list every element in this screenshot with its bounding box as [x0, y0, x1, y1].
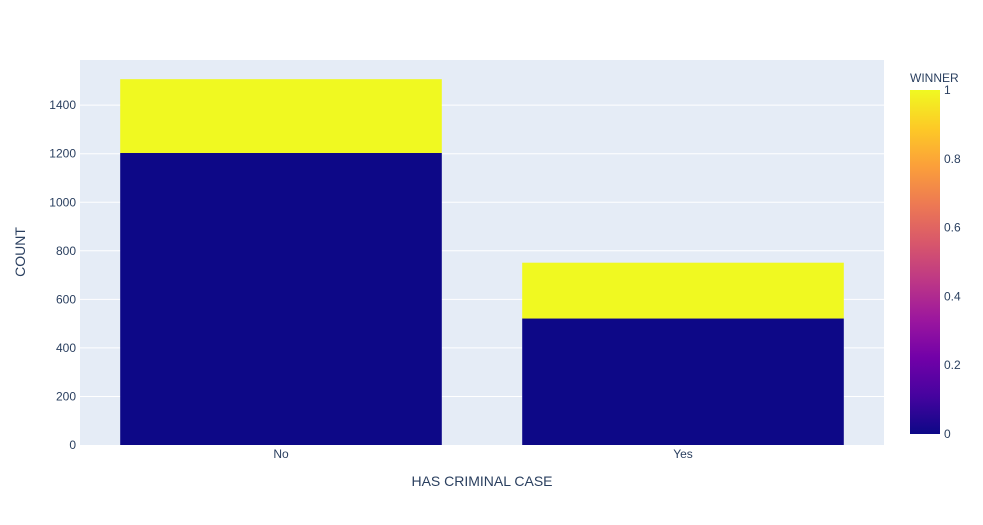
- y-axis-title: COUNT: [12, 227, 28, 277]
- colorbar-title: WINNER: [910, 71, 959, 85]
- y-tick-label: 1200: [49, 147, 76, 161]
- bar-no-winner-1[interactable]: [120, 79, 442, 153]
- y-tick-label: 800: [56, 244, 76, 258]
- colorbar-tick-label: 0.2: [944, 358, 961, 372]
- y-tick-label: 600: [56, 292, 76, 306]
- x-axis-ticks: No Yes: [273, 447, 692, 461]
- colorbar-ticks: 0 0.2 0.4 0.6 0.8 1: [944, 83, 961, 441]
- x-tick-label: No: [273, 447, 289, 461]
- bars: [120, 79, 844, 445]
- y-tick-label: 200: [56, 389, 76, 403]
- colorbar-tick-label: 0: [944, 427, 951, 441]
- colorbar-gradient: [910, 90, 940, 434]
- y-tick-label: 1000: [49, 195, 76, 209]
- y-tick-label: 400: [56, 341, 76, 355]
- bar-yes-winner-0[interactable]: [522, 318, 844, 445]
- bar-no-winner-0[interactable]: [120, 152, 442, 445]
- colorbar-tick-label: 0.4: [944, 289, 961, 303]
- colorbar-tick-label: 1: [944, 83, 951, 97]
- y-tick-label: 0: [69, 438, 76, 452]
- x-tick-label: Yes: [673, 447, 693, 461]
- x-axis-title: HAS CRIMINAL CASE: [411, 473, 552, 489]
- colorbar: WINNER 0 0.2 0.4 0.6 0.8 1: [910, 71, 961, 441]
- y-tick-label: 1400: [49, 98, 76, 112]
- colorbar-tick-label: 0.8: [944, 152, 961, 166]
- colorbar-tick-label: 0.6: [944, 221, 961, 235]
- y-axis-ticks: 0 200 400 600 800 1000 1200 1400: [49, 98, 76, 452]
- bar-yes-winner-1[interactable]: [522, 262, 844, 319]
